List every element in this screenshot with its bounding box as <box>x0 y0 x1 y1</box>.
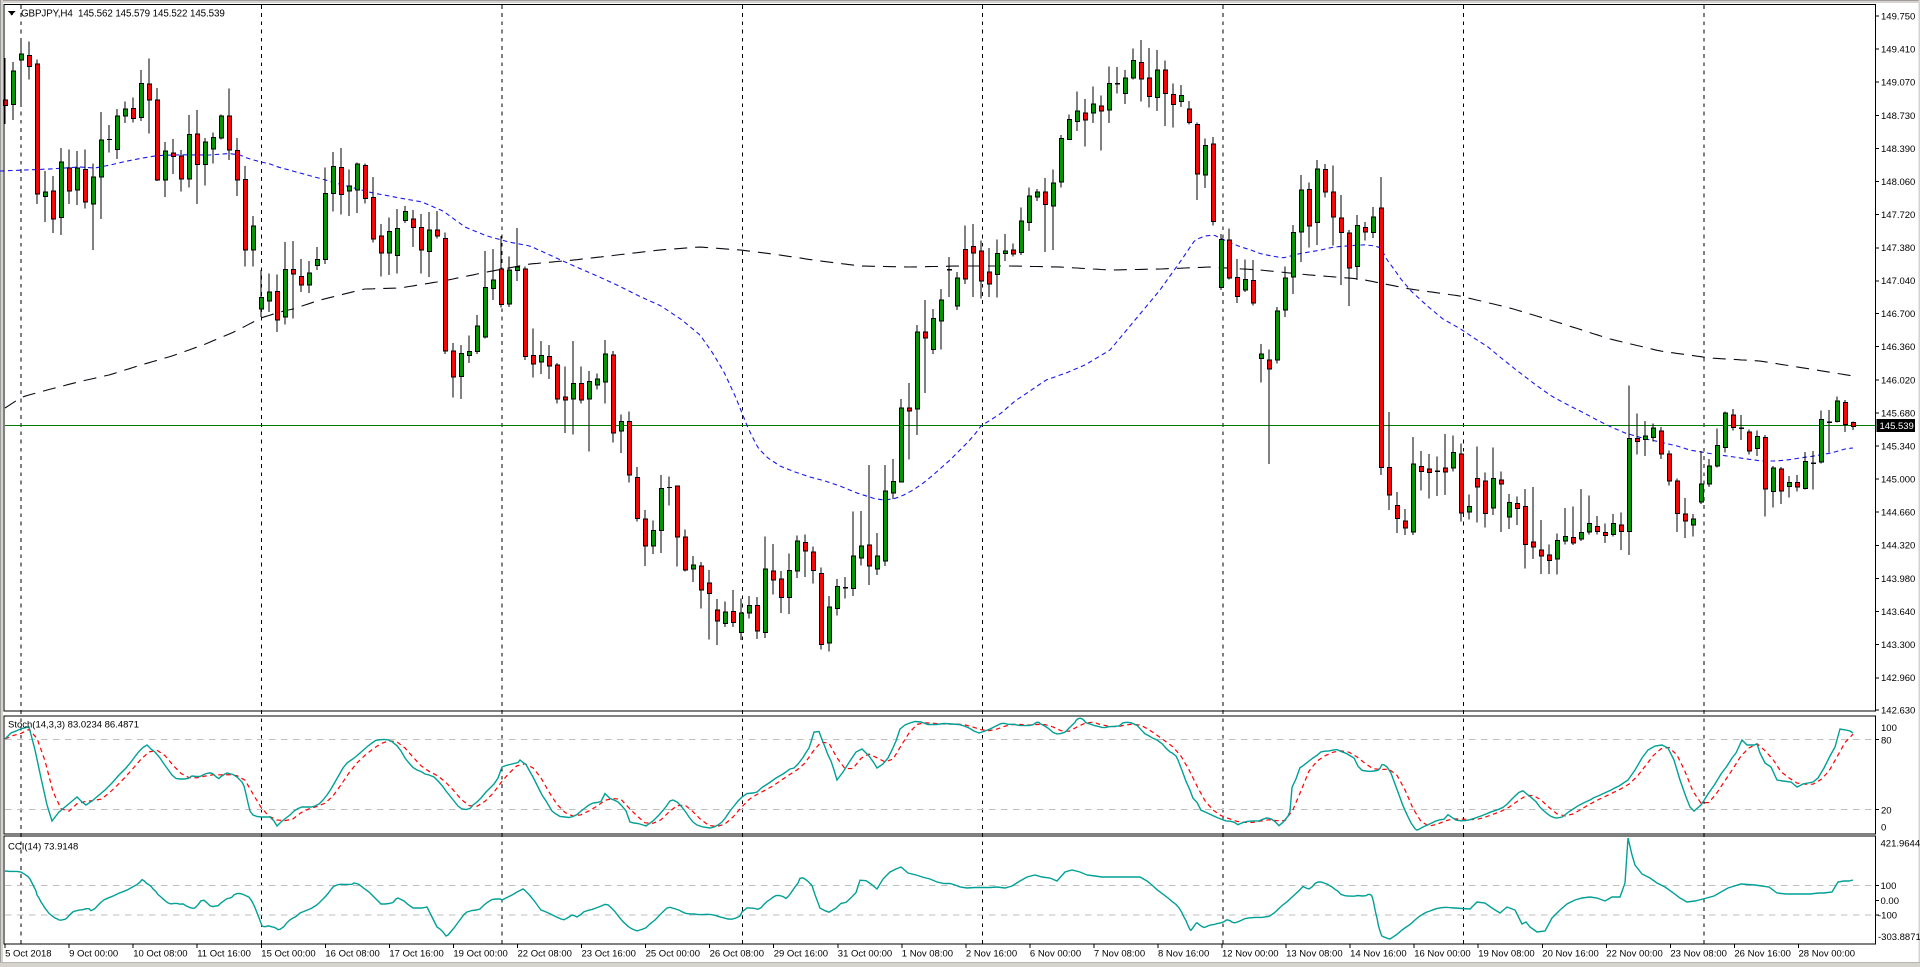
svg-text:146.020: 146.020 <box>1881 376 1915 387</box>
svg-text:146.700: 146.700 <box>1881 309 1915 320</box>
svg-text:145.000: 145.000 <box>1881 474 1915 485</box>
svg-text:14 Nov 16:00: 14 Nov 16:00 <box>1350 949 1407 960</box>
svg-text:5 Oct 2018: 5 Oct 2018 <box>5 949 51 960</box>
svg-text:148.730: 148.730 <box>1881 111 1915 122</box>
svg-text:26 Oct 08:00: 26 Oct 08:00 <box>710 949 764 960</box>
svg-text:9 Oct 00:00: 9 Oct 00:00 <box>69 949 118 960</box>
svg-text:19 Oct 00:00: 19 Oct 00:00 <box>453 949 507 960</box>
svg-text:6 Nov 00:00: 6 Nov 00:00 <box>1030 949 1081 960</box>
svg-text:147.040: 147.040 <box>1881 276 1915 287</box>
svg-text:-303.8871: -303.8871 <box>1878 932 1920 943</box>
svg-text:146.360: 146.360 <box>1881 342 1915 353</box>
svg-text:-100: -100 <box>1878 911 1897 922</box>
svg-text:80: 80 <box>1881 735 1892 746</box>
svg-text:2 Nov 16:00: 2 Nov 16:00 <box>966 949 1017 960</box>
svg-text:149.410: 149.410 <box>1881 45 1915 56</box>
svg-text:16 Oct 08:00: 16 Oct 08:00 <box>325 949 379 960</box>
svg-text:0.00: 0.00 <box>1881 896 1900 907</box>
svg-text:31 Oct 00:00: 31 Oct 00:00 <box>838 949 892 960</box>
svg-text:144.660: 144.660 <box>1881 508 1915 519</box>
svg-text:143.300: 143.300 <box>1881 640 1915 651</box>
svg-text:147.380: 147.380 <box>1881 243 1915 254</box>
svg-text:23 Nov 08:00: 23 Nov 08:00 <box>1670 949 1727 960</box>
svg-text:149.070: 149.070 <box>1881 78 1915 89</box>
svg-text:421.9644: 421.9644 <box>1881 838 1920 849</box>
svg-text:145.539: 145.539 <box>1880 421 1914 432</box>
svg-text:1 Nov 08:00: 1 Nov 08:00 <box>902 949 953 960</box>
svg-text:0: 0 <box>1881 822 1886 833</box>
svg-text:13 Nov 08:00: 13 Nov 08:00 <box>1286 949 1343 960</box>
svg-text:19 Nov 08:00: 19 Nov 08:00 <box>1478 949 1535 960</box>
svg-text:143.980: 143.980 <box>1881 574 1915 585</box>
svg-text:Stoch(14,3,3) 83.0234 86.4871: Stoch(14,3,3) 83.0234 86.4871 <box>8 720 139 731</box>
svg-text:20: 20 <box>1881 805 1892 816</box>
svg-text:15 Oct 00:00: 15 Oct 00:00 <box>261 949 315 960</box>
svg-text:148.390: 148.390 <box>1881 144 1915 155</box>
svg-text:17 Oct 16:00: 17 Oct 16:00 <box>389 949 443 960</box>
svg-text:20 Nov 16:00: 20 Nov 16:00 <box>1542 949 1599 960</box>
svg-text:149.750: 149.750 <box>1881 12 1915 23</box>
svg-text:142.960: 142.960 <box>1881 673 1915 684</box>
svg-text:28 Nov 00:00: 28 Nov 00:00 <box>1799 949 1856 960</box>
svg-text:22 Nov 00:00: 22 Nov 00:00 <box>1606 949 1663 960</box>
svg-text:23 Oct 16:00: 23 Oct 16:00 <box>582 949 636 960</box>
svg-text:26 Nov 16:00: 26 Nov 16:00 <box>1734 949 1791 960</box>
svg-text:CCI(14) 73.9148: CCI(14) 73.9148 <box>8 842 78 853</box>
svg-text:143.640: 143.640 <box>1881 607 1915 618</box>
svg-text:142.630: 142.630 <box>1881 705 1915 716</box>
svg-text:8 Nov 16:00: 8 Nov 16:00 <box>1158 949 1209 960</box>
svg-text:25 Oct 00:00: 25 Oct 00:00 <box>646 949 700 960</box>
svg-text:145.340: 145.340 <box>1881 441 1915 452</box>
svg-text:12 Nov 00:00: 12 Nov 00:00 <box>1222 949 1279 960</box>
svg-text:144.320: 144.320 <box>1881 541 1915 552</box>
svg-text:16 Nov 00:00: 16 Nov 00:00 <box>1414 949 1471 960</box>
svg-text:147.720: 147.720 <box>1881 210 1915 221</box>
svg-text:29 Oct 16:00: 29 Oct 16:00 <box>774 949 828 960</box>
svg-text:GBPJPY,H4 145.562 145.579 145: GBPJPY,H4 145.562 145.579 145.522 145.53… <box>21 9 225 20</box>
svg-text:22 Oct 08:00: 22 Oct 08:00 <box>518 949 572 960</box>
svg-text:7 Nov 08:00: 7 Nov 08:00 <box>1094 949 1145 960</box>
svg-text:100: 100 <box>1881 723 1897 734</box>
svg-text:148.060: 148.060 <box>1881 177 1915 188</box>
svg-text:11 Oct 16:00: 11 Oct 16:00 <box>197 949 251 960</box>
svg-text:100: 100 <box>1881 881 1897 892</box>
svg-text:145.680: 145.680 <box>1881 409 1915 420</box>
svg-text:10 Oct 08:00: 10 Oct 08:00 <box>133 949 187 960</box>
